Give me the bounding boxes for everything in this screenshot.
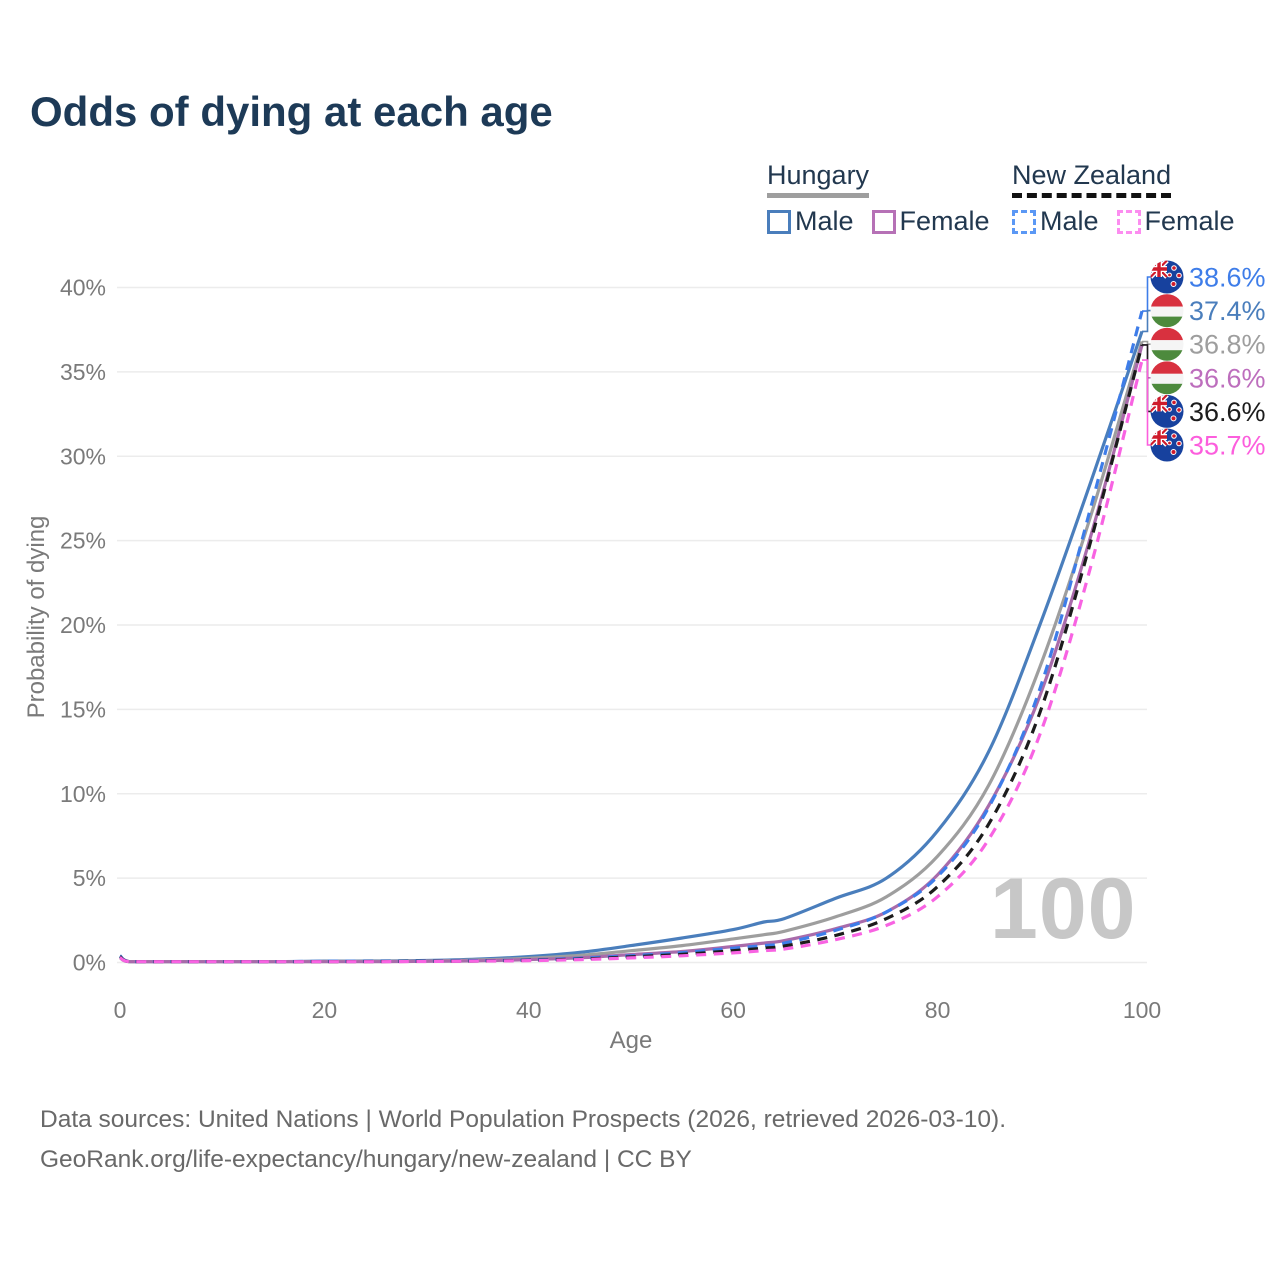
footer-sources: Data sources: United Nations | World Pop… [40, 1106, 1007, 1133]
end-label-value: 36.8% [1189, 330, 1266, 360]
legend-hungary-male[interactable]: Male [767, 206, 854, 237]
end-label-connector [1142, 359, 1151, 446]
hungary-flag-icon [1150, 294, 1184, 328]
series-line-hu-male [119, 330, 1144, 964]
legend-new-zealand-male[interactable]: Male [1012, 206, 1099, 237]
svg-text:25%: 25% [60, 528, 106, 554]
new-zealand-flag-icon [1150, 428, 1184, 462]
legend-new-zealand-female[interactable]: Female [1116, 206, 1235, 237]
svg-text:35%: 35% [60, 359, 106, 385]
svg-text:30%: 30% [60, 443, 106, 469]
series-line-nz-total [119, 344, 1144, 964]
footer: Data sources: United Nations | World Pop… [40, 1100, 1006, 1180]
svg-text:Probability of dying: Probability of dying [23, 516, 50, 719]
end-label-value: 38.6% [1189, 263, 1266, 293]
series-line-nz-male [118, 310, 1144, 964]
svg-text:20%: 20% [60, 612, 106, 638]
series-line-nz-female [119, 359, 1144, 964]
legend-group-hungary: Hungary Male Female [767, 160, 1008, 237]
new-zealand-flag-icon [1150, 260, 1184, 294]
legend-new-zealand-header[interactable]: New Zealand [1012, 160, 1172, 198]
end-label-value: 35.7% [1189, 431, 1266, 461]
series-line-hu-total [119, 341, 1144, 964]
legend-group-new-zealand: New Zealand Male Female [1012, 160, 1253, 237]
footer-attribution: GeoRank.org/life-expectancy/hungary/new-… [40, 1146, 692, 1173]
end-label-value: 37.4% [1189, 296, 1266, 326]
svg-text:0%: 0% [73, 950, 106, 976]
svg-text:5%: 5% [73, 865, 106, 891]
hungary-female-swatch-icon [871, 209, 896, 234]
age-watermark: 100 [990, 861, 1137, 957]
new-zealand-female-swatch-icon [1116, 209, 1141, 234]
hungary-male-swatch-icon [767, 209, 791, 234]
end-label-connector [1142, 340, 1151, 345]
new-zealand-male-swatch-icon [1012, 209, 1036, 234]
legend-hungary-female[interactable]: Female [871, 206, 990, 237]
svg-text:40%: 40% [60, 275, 106, 301]
new-zealand-flag-icon [1150, 394, 1184, 428]
end-label-value: 36.6% [1189, 363, 1266, 393]
end-label-connector [1142, 344, 1151, 379]
legend-hungary-header[interactable]: Hungary [767, 160, 870, 198]
svg-text:0: 0 [114, 997, 127, 1023]
svg-text:Age: Age [610, 1027, 653, 1054]
svg-text:40: 40 [516, 997, 542, 1023]
page-title: Odds of dying at each age [30, 88, 553, 135]
svg-text:10%: 10% [60, 781, 106, 807]
svg-text:60: 60 [720, 997, 746, 1023]
hungary-flag-icon [1150, 361, 1184, 395]
end-label-connector [1142, 309, 1151, 333]
svg-text:15%: 15% [60, 696, 106, 722]
end-label-value: 36.6% [1189, 397, 1266, 427]
series-line-hu-female [119, 344, 1144, 964]
end-label-connector [1142, 276, 1151, 312]
svg-text:100: 100 [1123, 997, 1161, 1023]
svg-text:80: 80 [925, 997, 951, 1023]
hungary-flag-icon [1150, 327, 1184, 361]
svg-text:20: 20 [312, 997, 338, 1023]
